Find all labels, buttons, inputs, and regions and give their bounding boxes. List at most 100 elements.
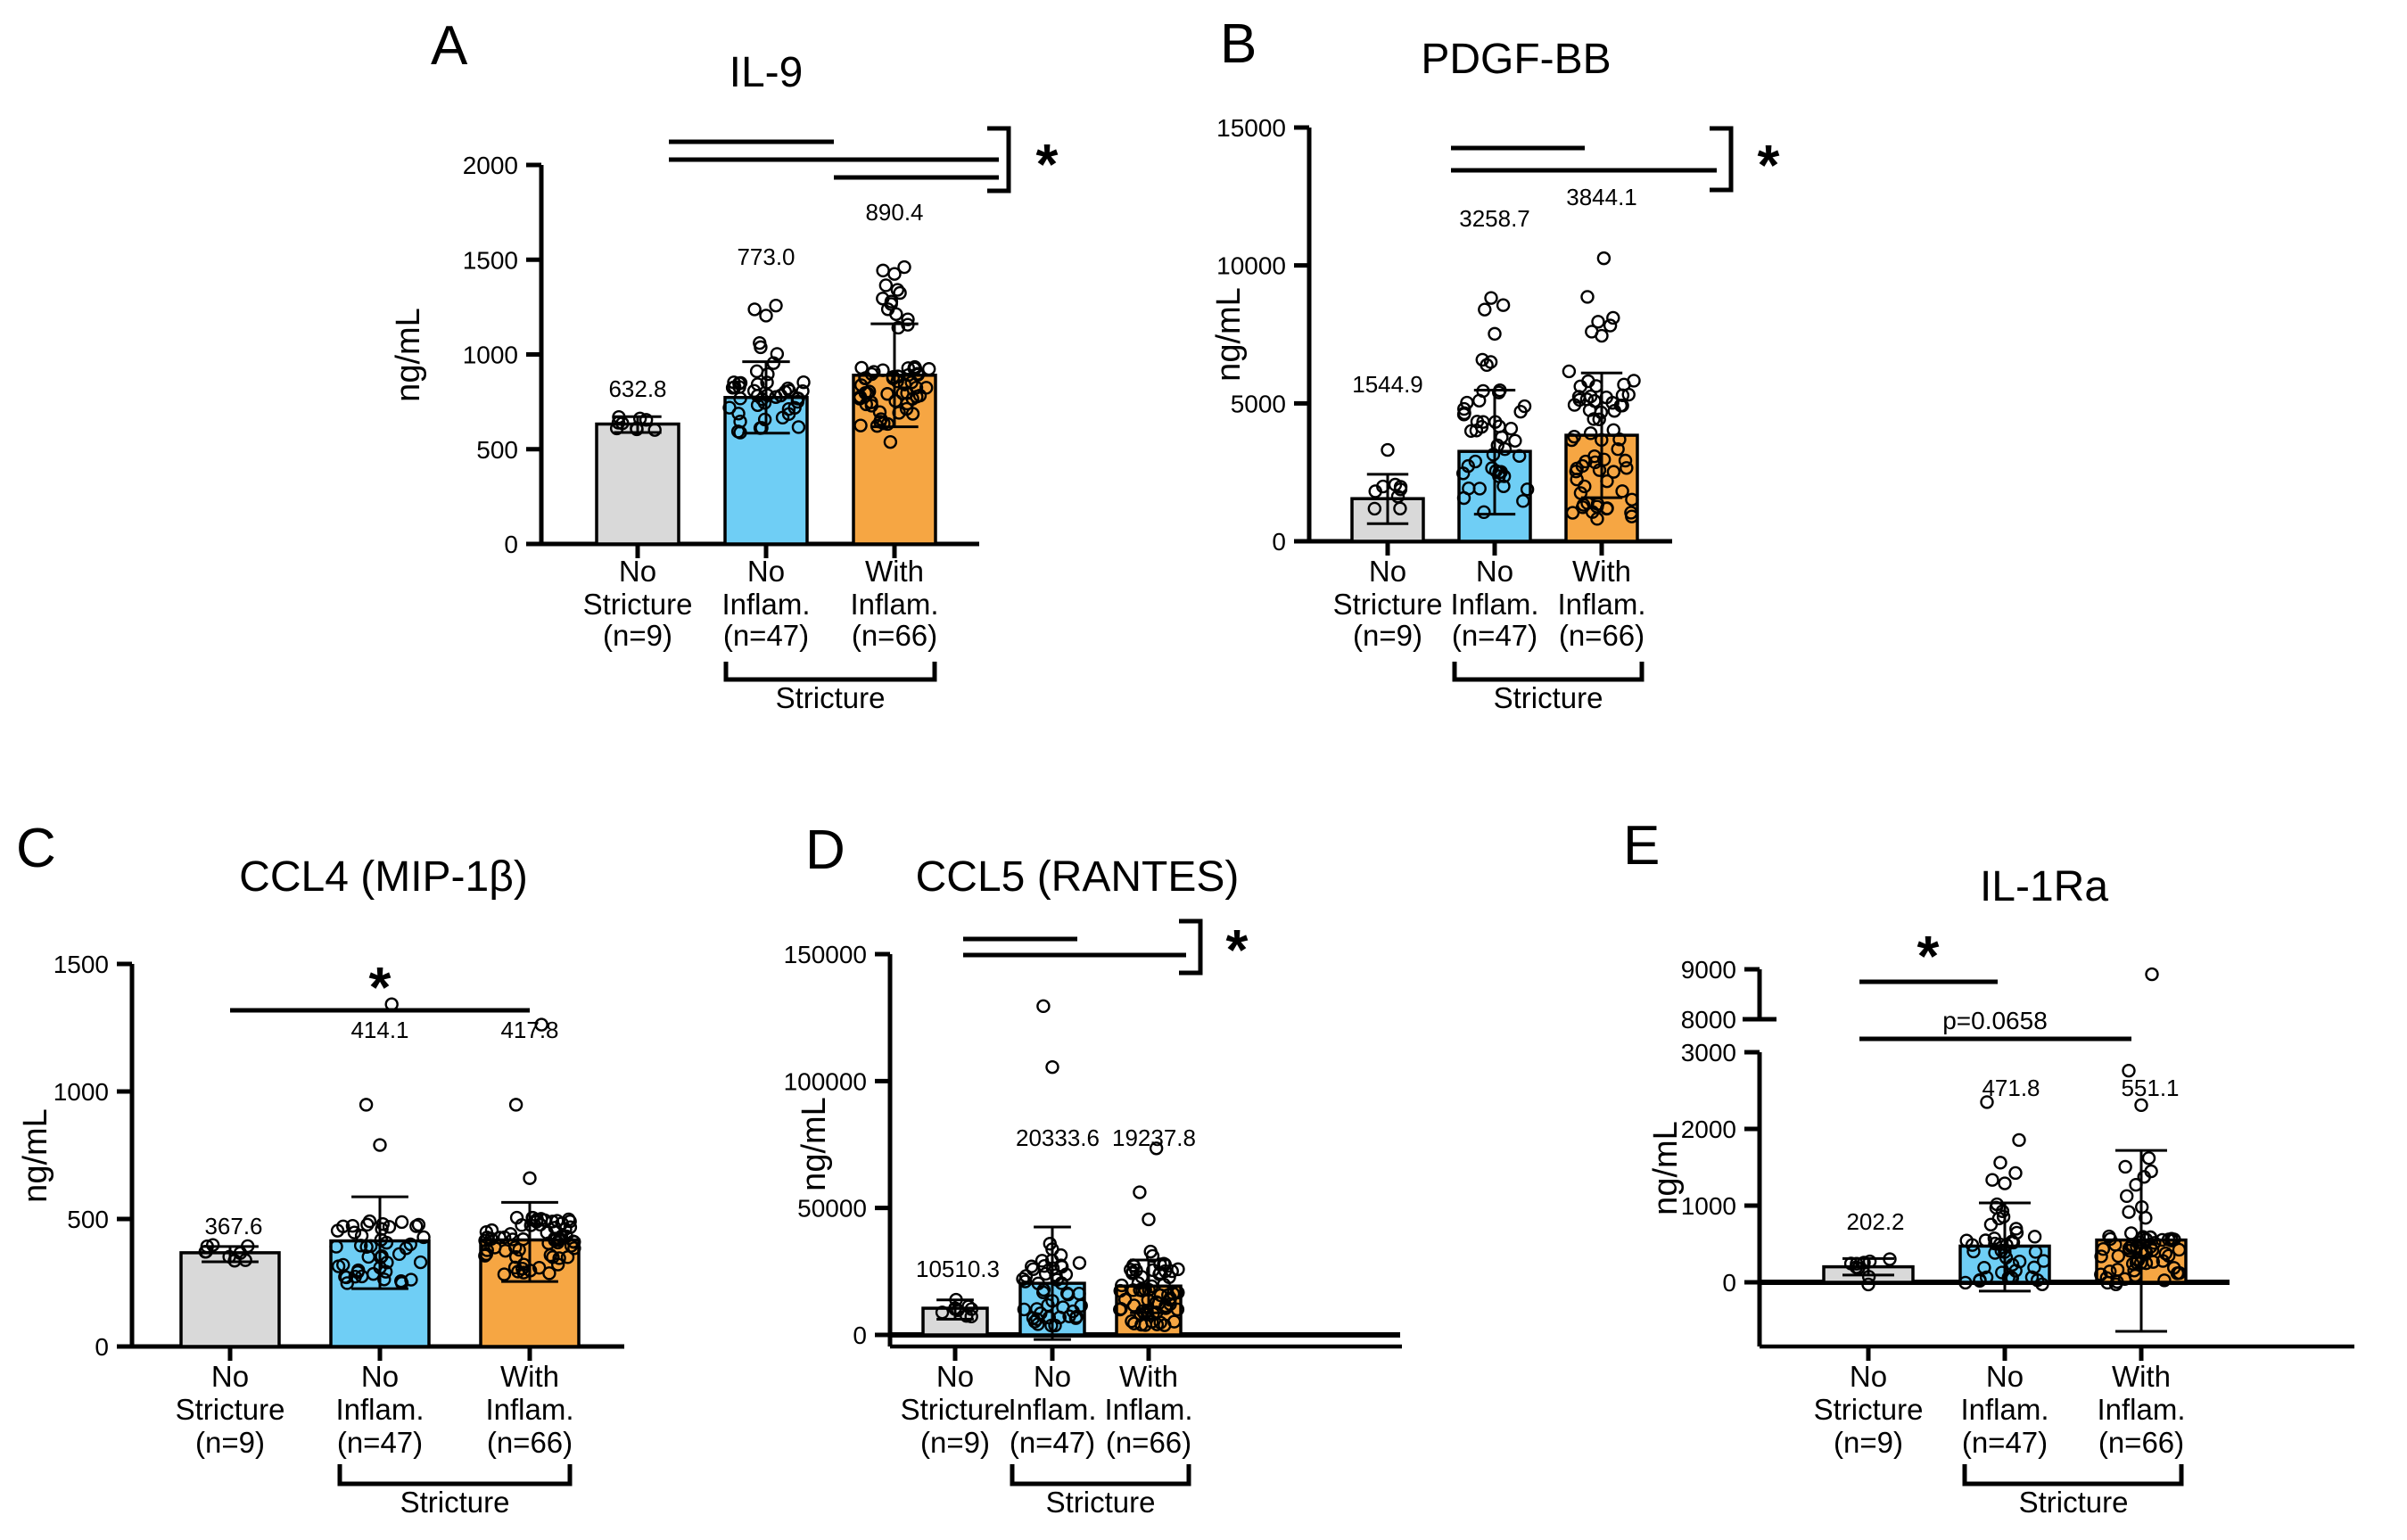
data-point (1171, 1262, 1185, 1277)
data-point (1016, 1272, 1030, 1287)
data-point (1457, 406, 1471, 421)
x-category-label: Inflam. (1450, 588, 1538, 621)
y-tick-label: 1000 (1681, 1192, 1736, 1220)
data-point (1390, 490, 1405, 504)
data-point (2122, 1241, 2137, 1256)
stricture-bracket-label: Stricture (1494, 681, 1603, 714)
data-point (921, 362, 936, 376)
data-point (375, 1217, 390, 1231)
data-point (733, 415, 747, 429)
data-point (2027, 1260, 2041, 1275)
x-category-label: Inflam. (2097, 1393, 2185, 1426)
data-point (567, 1241, 581, 1256)
x-category-label: No (211, 1360, 249, 1393)
data-point (1056, 1300, 1070, 1314)
x-category-label: (n=47) (337, 1426, 423, 1459)
y-tick-label: 1500 (54, 951, 109, 978)
data-point (2143, 1230, 2157, 1245)
data-point (1615, 484, 1629, 498)
data-point (233, 1246, 248, 1260)
data-point (733, 375, 748, 391)
data-point (515, 1261, 530, 1276)
significance-bracket (1179, 918, 1203, 976)
y-tick-label: 15000 (1216, 114, 1286, 142)
data-point (497, 1267, 512, 1281)
data-point (749, 364, 764, 379)
scatter-D-1 (1016, 999, 1088, 1333)
data-point (1149, 1141, 1164, 1156)
data-point (905, 407, 920, 421)
data-point (757, 396, 772, 410)
data-point (2141, 1151, 2156, 1165)
data-point (532, 1260, 547, 1275)
data-point (888, 394, 903, 408)
data-point (1612, 432, 1627, 447)
data-point (746, 383, 762, 399)
scatter-E-1 (1958, 1095, 2051, 1292)
data-point (1572, 392, 1587, 408)
data-point (1068, 1311, 1084, 1325)
scatter-A-1 (722, 298, 811, 440)
bar-value-label: 10510.3 (916, 1256, 1000, 1282)
x-category-label: No (1476, 555, 1513, 588)
data-point (2122, 1063, 2136, 1078)
data-point (787, 400, 802, 415)
data-point (722, 400, 737, 415)
data-point (508, 1249, 523, 1264)
data-point (563, 1215, 577, 1229)
data-point (1504, 421, 1519, 436)
data-point (2127, 1264, 2141, 1278)
data-point (345, 1218, 360, 1233)
y-axis-label: ng/mL (1210, 287, 1248, 382)
stricture-group-bracket (337, 1464, 573, 1486)
data-point (2008, 1165, 2023, 1181)
data-point (1368, 484, 1382, 498)
data-point (1125, 1314, 1139, 1329)
scatter-A-0 (609, 409, 662, 437)
bar-value-label: 3258.7 (1459, 205, 1530, 232)
x-category-label: With (1119, 1360, 1178, 1393)
data-point (362, 1214, 377, 1229)
data-point (2094, 1267, 2108, 1281)
data-point (1617, 377, 1631, 392)
x-category-label: Inflam. (485, 1393, 573, 1426)
data-point (1393, 482, 1408, 497)
data-point (1980, 1095, 1994, 1109)
x-category-label: Inflam. (721, 588, 810, 621)
data-point (1993, 1156, 2007, 1170)
data-point (2156, 1254, 2171, 1268)
x-category-label: Inflam. (1557, 588, 1645, 621)
data-point (1456, 490, 1471, 506)
data-point (2118, 1159, 2132, 1174)
x-category-label: No (619, 555, 656, 588)
data-point (1861, 1270, 1876, 1284)
data-point (363, 1239, 378, 1254)
data-point (2027, 1230, 2042, 1244)
data-point (353, 1239, 368, 1253)
data-point (1580, 290, 1595, 304)
data-point (382, 1220, 397, 1234)
data-point (1483, 355, 1498, 369)
scatter-B-2 (1562, 251, 1641, 526)
panel-D: D CCL5 (RANTES) ng/mL 0 50000 100000 150000 105… (784, 819, 1402, 1519)
x-category-label: (n=9) (1834, 1426, 1903, 1459)
data-point (552, 1251, 566, 1265)
data-point (347, 1225, 362, 1239)
data-point (1146, 1263, 1160, 1278)
data-point (747, 302, 762, 317)
data-point (416, 1230, 431, 1245)
data-point (1562, 364, 1577, 379)
x-category-label: (n=66) (852, 619, 937, 652)
data-point (1163, 1291, 1177, 1305)
data-point (873, 415, 887, 429)
y-tick-label: 1500 (463, 246, 518, 274)
data-point (1520, 482, 1535, 497)
data-point (1131, 1276, 1146, 1290)
data-point (864, 399, 879, 413)
bar-value-label: 773.0 (737, 243, 795, 270)
y-tick-label: 1000 (463, 342, 518, 369)
data-point (907, 359, 922, 375)
data-point (1998, 1176, 2012, 1190)
data-point (548, 1233, 562, 1248)
